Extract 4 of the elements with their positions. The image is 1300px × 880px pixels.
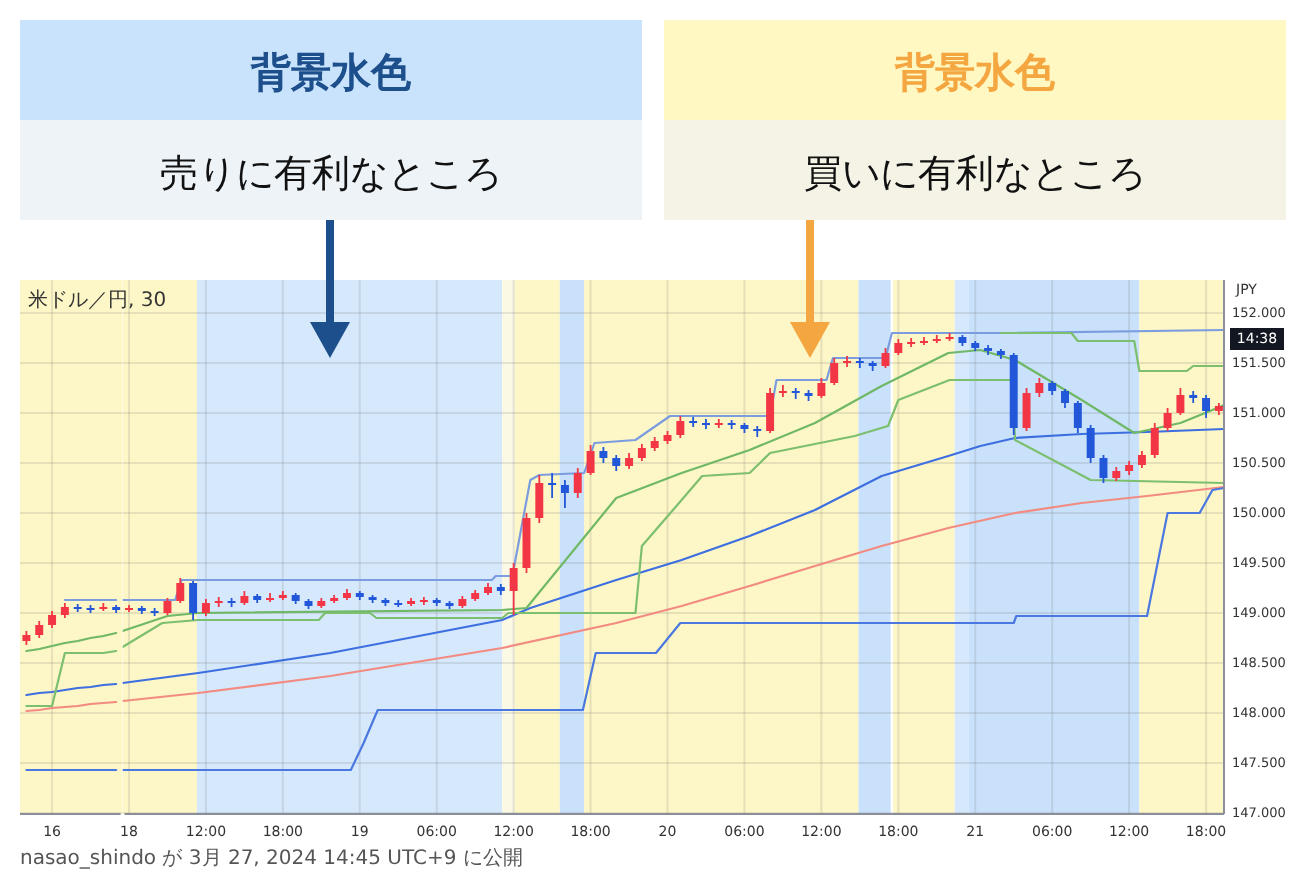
text: nasao_shindo が 3月 27, 2024 14:45 UTC+9 に公開 (20, 846, 523, 870)
text: 米ドル／円, 30 (28, 288, 167, 312)
header: 背景水色 売りに有利なところ 背景水色 買いに有利なところ (20, 20, 1286, 220)
line-series (999, 331, 1224, 373)
